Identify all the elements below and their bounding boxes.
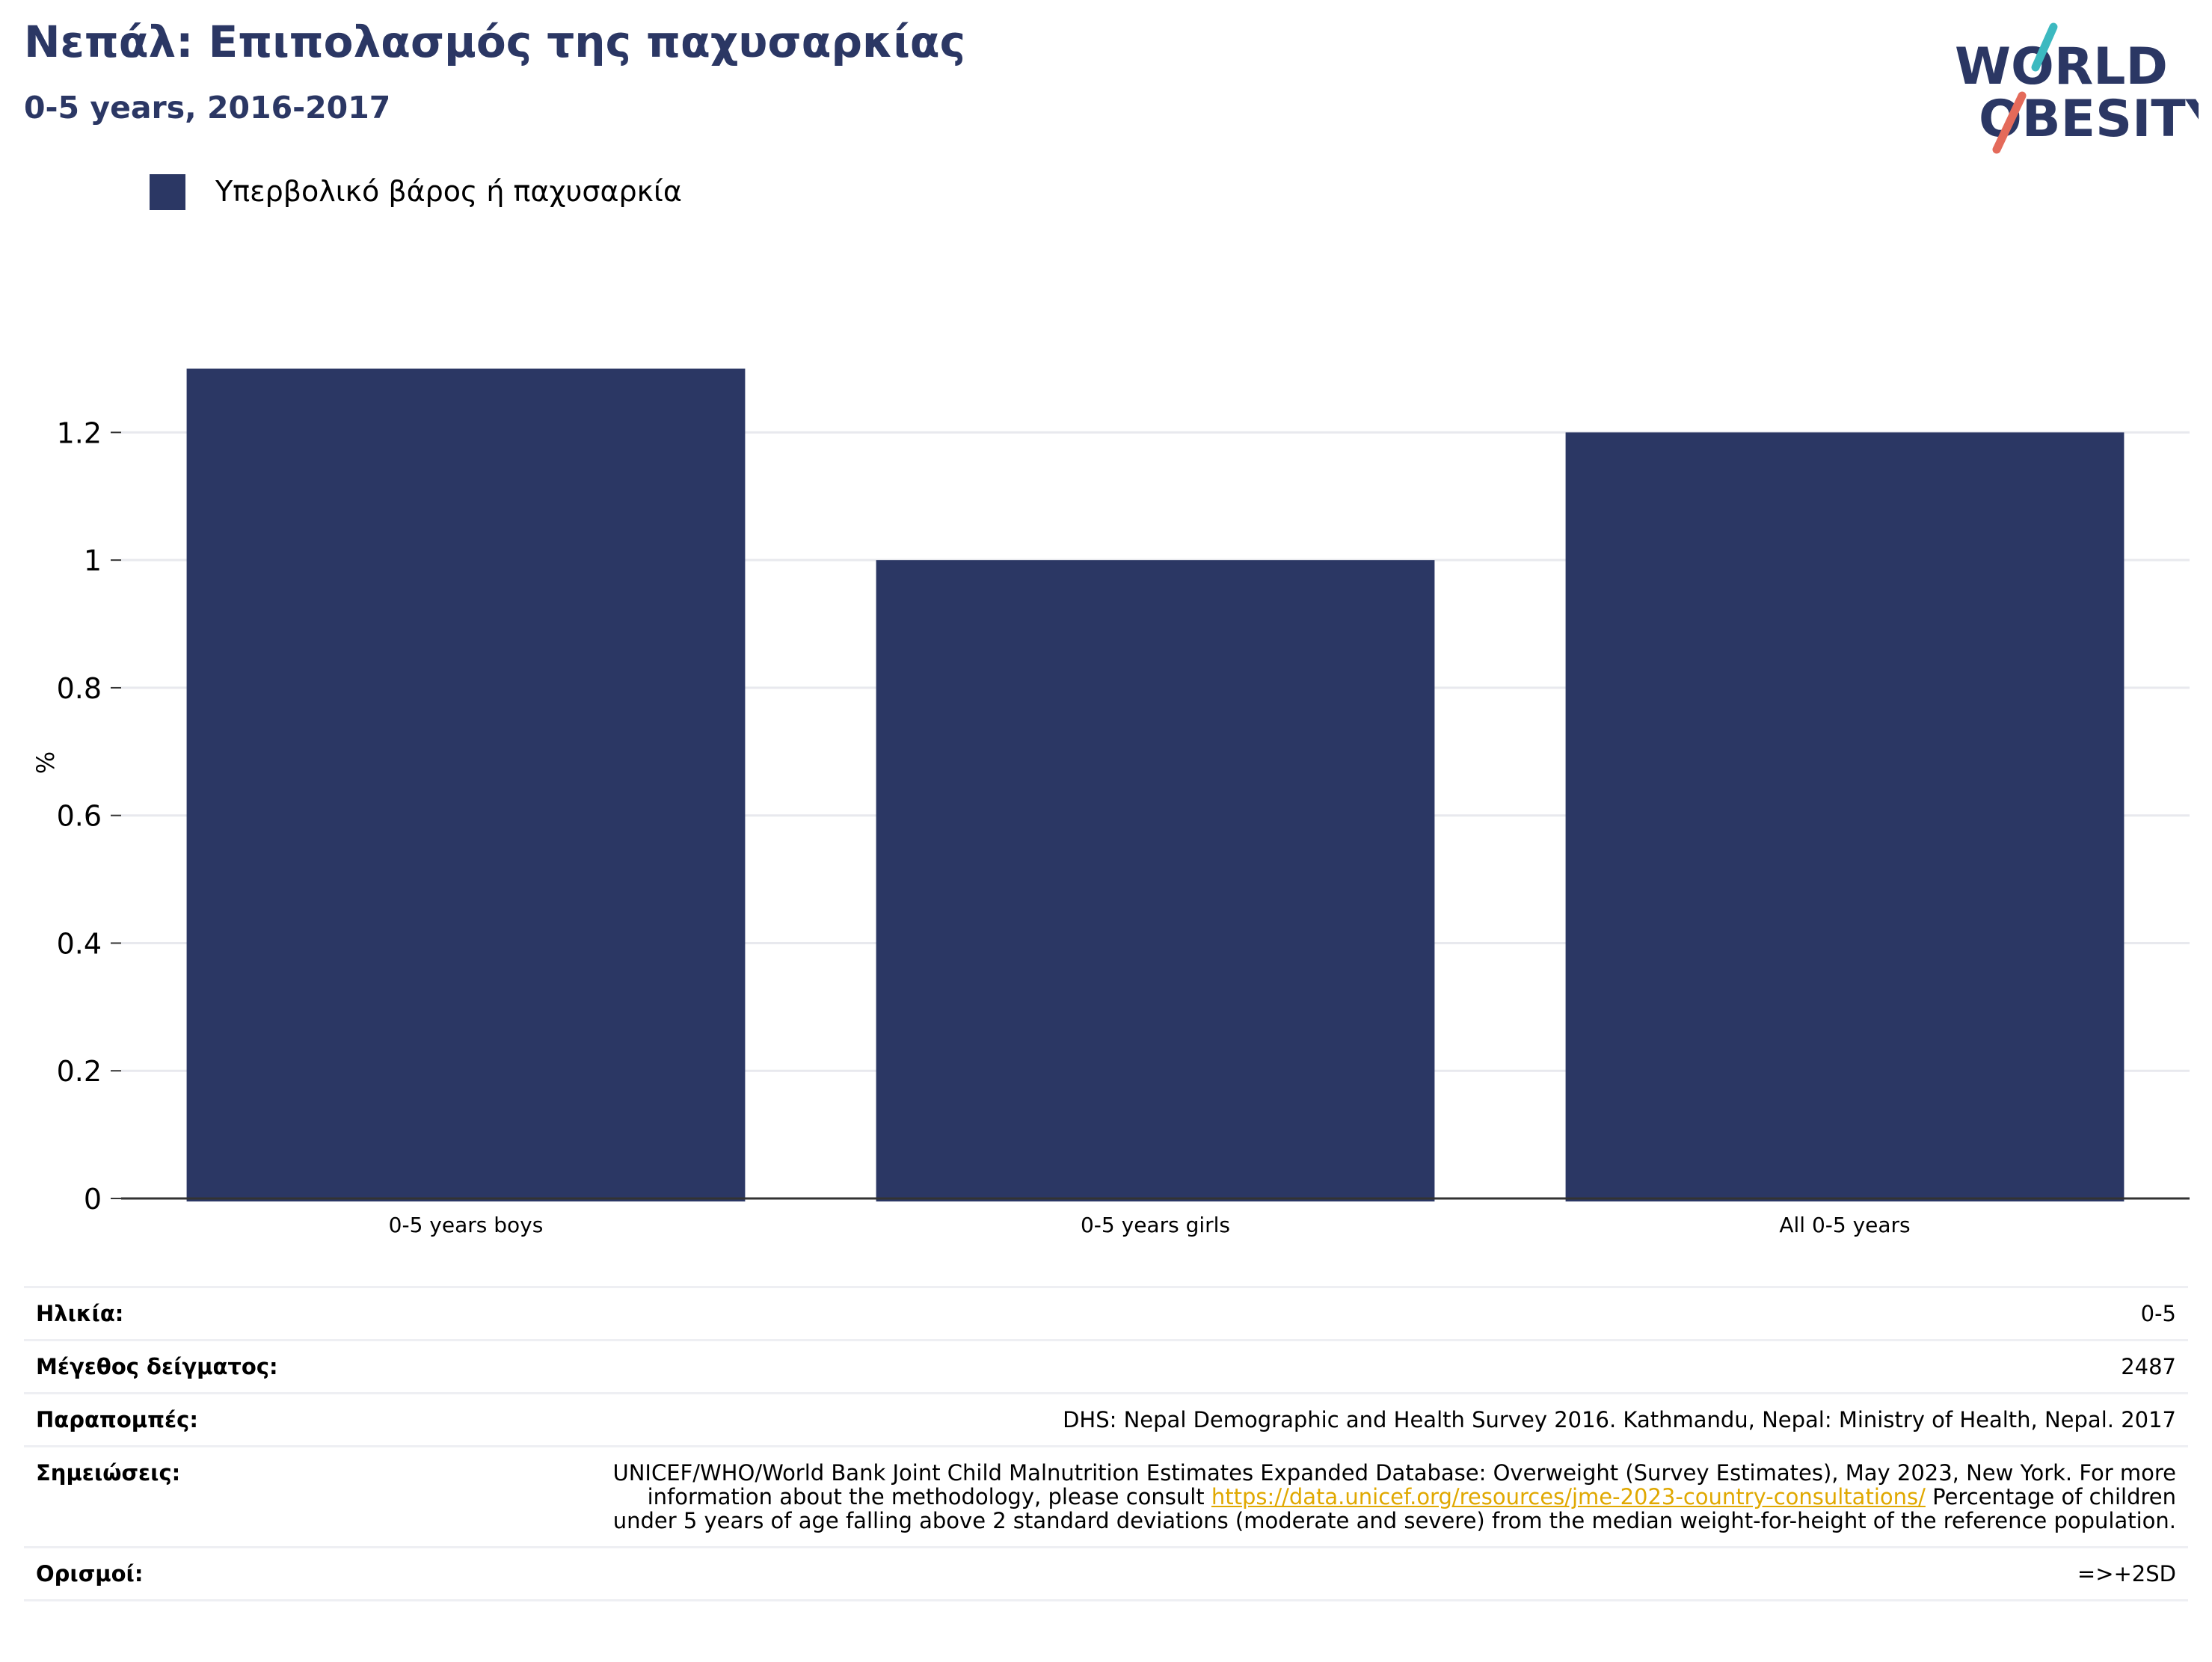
y-tick-labels: 0 0.2 0.4 0.6 0.8 1 1.2 [57, 416, 121, 1216]
x-tick-label: 0-5 years boys [389, 1213, 544, 1237]
y-tick-label: 0.4 [57, 927, 102, 960]
legend-label: Υπερβολικό βάρος ή παχυσαρκία [215, 175, 682, 208]
bar-3 [1565, 432, 2125, 1201]
bars [186, 369, 2125, 1201]
page-title: Νεπάλ: Επιπολασμός της παχυσαρκίας [24, 16, 966, 67]
y-axis-label: % [31, 751, 60, 774]
page-subtitle: 0-5 years, 2016-2017 [24, 90, 391, 126]
x-tick-label: All 0-5 years [1779, 1213, 1910, 1237]
info-row-notes: Σημειώσεις: UNICEF/WHO/World Bank Joint … [24, 1445, 2188, 1546]
y-tick-label: 0.6 [57, 800, 102, 833]
logo-line-1: WORLD [1955, 37, 2168, 96]
methodology-link[interactable]: https://data.unicef.org/resources/jme-20… [1211, 1484, 1926, 1509]
legend-swatch [150, 174, 185, 210]
sample-size-label: Μέγεθος δείγματος: [36, 1354, 278, 1379]
logo-slash-coral [1992, 91, 2027, 154]
notes-value: UNICEF/WHO/World Bank Joint Child Malnut… [606, 1461, 2176, 1533]
references-label: Παραπομπές: [36, 1407, 198, 1432]
notes-text-after: Percentage of children under 5 years of … [612, 1484, 2176, 1533]
x-tick-labels: 0-5 years boys 0-5 years girls All 0-5 yea… [389, 1213, 1911, 1237]
y-tick-label: 0 [84, 1183, 102, 1216]
bar-1 [186, 369, 746, 1201]
y-tick-label: 0.2 [57, 1055, 102, 1088]
info-row-age: Ηλικία: 0-5 [24, 1286, 2188, 1339]
world-obesity-logo: WORLD OBESITY [1955, 22, 2199, 154]
definitions-value: =>+2SD [2077, 1561, 2176, 1586]
notes-label: Σημειώσεις: [36, 1460, 181, 1486]
x-tick-label: 0-5 years girls [1081, 1213, 1230, 1237]
age-label: Ηλικία: [36, 1301, 124, 1326]
references-value: DHS: Nepal Demographic and Health Survey… [1063, 1407, 2176, 1432]
bar-chart: 00.20.40.60.811.2 0-5 years boys 0-5 year… [31, 369, 2190, 1237]
notes-text-before: UNICEF/WHO/World Bank Joint Child Malnut… [612, 1460, 2176, 1509]
info-row-definitions: Ορισμοί: =>+2SD [24, 1546, 2188, 1601]
info-table: Ηλικία: 0-5 Μέγεθος δείγματος: 2487 Παρα… [24, 1286, 2188, 1601]
y-tick-label: 1.2 [57, 416, 102, 449]
info-row-references: Παραπομπές: DHS: Nepal Demographic and H… [24, 1392, 2188, 1445]
bar-2 [876, 560, 1435, 1201]
y-tick-label: 1 [84, 544, 102, 577]
sample-size-value: 2487 [2121, 1354, 2176, 1379]
age-value: 0-5 [2140, 1301, 2176, 1326]
definitions-label: Ορισμοί: [36, 1561, 144, 1586]
info-row-sample-size: Μέγεθος δείγματος: 2487 [24, 1339, 2188, 1392]
logo-slash-teal [2031, 22, 2058, 72]
y-tick-label: 0.8 [57, 672, 102, 705]
